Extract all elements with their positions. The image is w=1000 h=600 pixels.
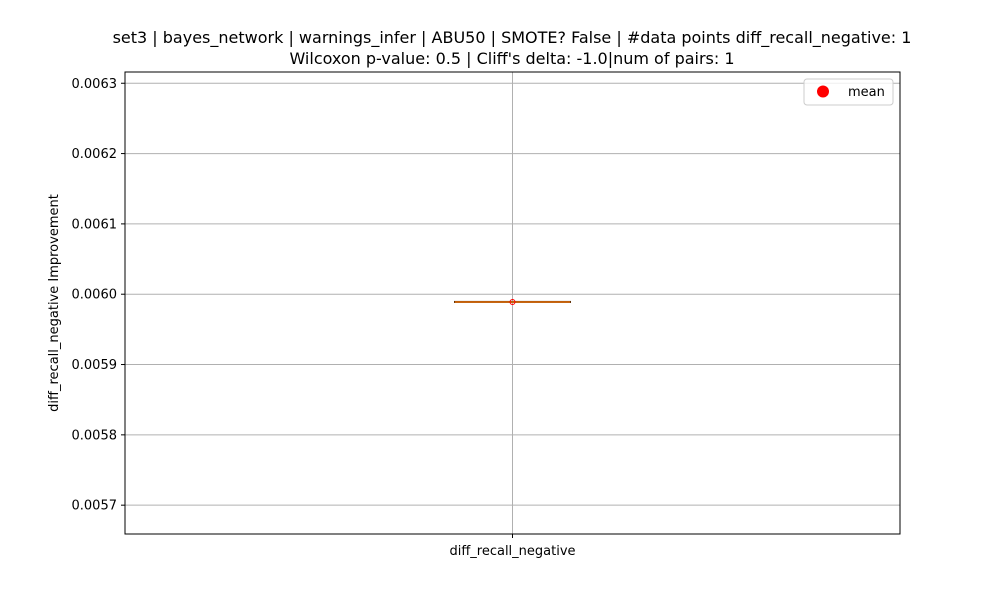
y-tick-label: 0.0057	[72, 499, 118, 514]
y-axis-ticks: 0.0057 0.0058 0.0059 0.0060 0.0061 0.0062 0.00…	[72, 77, 125, 514]
y-tick-label: 0.0061	[72, 217, 118, 232]
grid	[125, 72, 900, 534]
legend-frame	[803, 78, 894, 106]
y-tick-label: 0.0063	[72, 77, 118, 92]
y-tick-label: 0.0059	[72, 358, 118, 373]
chart-title-line1: set3 | bayes_network | warnings_infer | …	[113, 28, 912, 48]
x-tick-label: diff_recall_negative	[449, 544, 575, 559]
y-tick-label: 0.0058	[72, 428, 118, 443]
box-plot	[454, 298, 571, 305]
chart-title-line2: Wilcoxon p-value: 0.5 | Cliff's delta: -…	[289, 49, 734, 68]
x-axis-ticks: diff_recall_negative	[449, 534, 576, 559]
y-tick-label: 0.0062	[72, 147, 118, 162]
y-axis-label: diff_recall_negative Improvement	[47, 194, 62, 412]
legend-mean-label: mean	[848, 85, 885, 100]
legend-mean-marker	[817, 85, 829, 98]
y-tick-label: 0.0060	[72, 288, 118, 303]
mean-marker	[509, 298, 516, 305]
legend: mean	[803, 78, 894, 106]
